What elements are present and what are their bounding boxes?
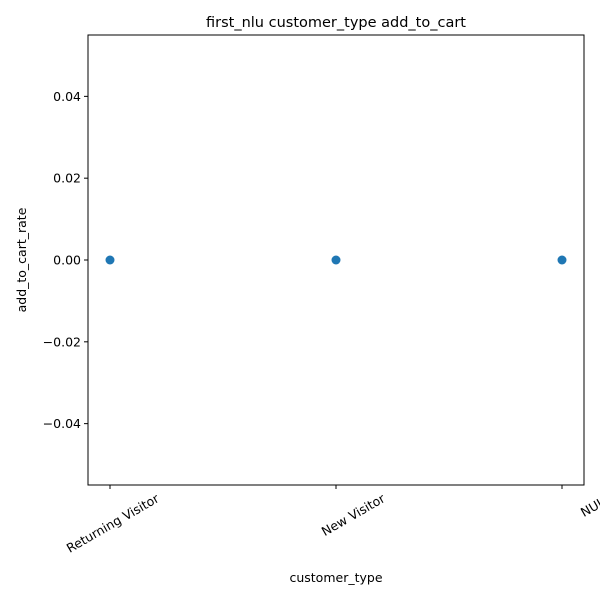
- data-point: [557, 255, 567, 265]
- y-tick-label: −0.04: [43, 416, 81, 431]
- y-tick-label: −0.02: [43, 334, 81, 349]
- x-tick-label: NULL: [578, 491, 600, 520]
- data-point: [105, 255, 115, 265]
- data-point: [331, 255, 341, 265]
- x-axis-label: customer_type: [289, 570, 382, 585]
- y-tick-label: 0.02: [53, 171, 81, 186]
- x-tick-label: Returning Visitor: [64, 490, 162, 556]
- data-points: [105, 255, 567, 265]
- y-tick-label: 0.04: [53, 89, 81, 104]
- plot-frame: [87, 34, 585, 486]
- chart-title: first_nlu customer_type add_to_cart: [206, 15, 466, 31]
- x-axis-ticks: Returning Visitor New Visitor NULL: [64, 485, 600, 556]
- y-axis-label: add_to_cart_rate: [14, 207, 29, 312]
- x-tick-label: New Visitor: [319, 490, 388, 539]
- y-tick-label: 0.00: [53, 253, 81, 268]
- y-axis-ticks: −0.04 −0.02 0.00 0.02 0.04: [43, 89, 88, 431]
